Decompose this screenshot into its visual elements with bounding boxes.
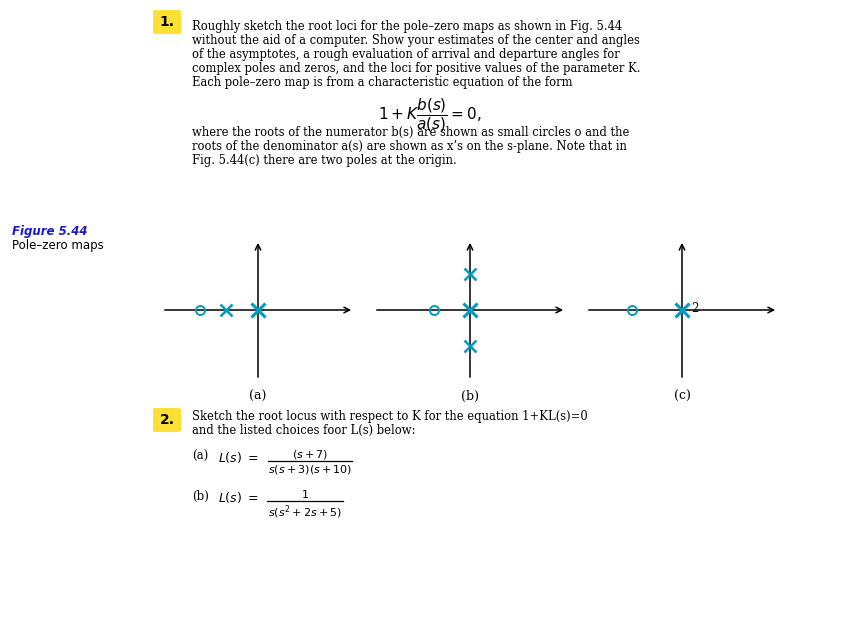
Text: $s(s+3)(s+10)$: $s(s+3)(s+10)$ [268, 463, 352, 476]
Text: $L(s)\;=$: $L(s)\;=$ [218, 490, 259, 505]
Text: of the asymptotes, a rough evaluation of arrival and departure angles for: of the asymptotes, a rough evaluation of… [192, 48, 619, 61]
Text: $L(s)\;=$: $L(s)\;=$ [218, 450, 259, 465]
Text: roots of the denominator a(s) are shown as x’s on the s-plane. Note that in: roots of the denominator a(s) are shown … [192, 140, 627, 153]
Text: $1$: $1$ [301, 488, 309, 500]
FancyBboxPatch shape [153, 408, 181, 432]
FancyBboxPatch shape [153, 10, 181, 34]
Text: 1.: 1. [160, 15, 174, 29]
Text: Each pole–zero map is from a characteristic equation of the form: Each pole–zero map is from a characteris… [192, 76, 572, 89]
Text: 2: 2 [691, 302, 698, 315]
Text: (b): (b) [192, 490, 209, 503]
Text: $s(s^2+2s+5)$: $s(s^2+2s+5)$ [268, 503, 342, 521]
Text: where the roots of the numerator b(s) are shown as small circles o and the: where the roots of the numerator b(s) ar… [192, 126, 630, 139]
Text: without the aid of a computer. Show your estimates of the center and angles: without the aid of a computer. Show your… [192, 34, 640, 47]
Text: (a): (a) [249, 390, 266, 403]
Text: (c): (c) [673, 390, 691, 403]
Text: $1 + K\dfrac{b(s)}{a(s)} = 0,$: $1 + K\dfrac{b(s)}{a(s)} = 0,$ [378, 96, 482, 134]
Text: Roughly sketch the root loci for the pole–zero maps as shown in Fig. 5.44: Roughly sketch the root loci for the pol… [192, 20, 622, 33]
Text: Figure 5.44: Figure 5.44 [12, 225, 88, 238]
Text: complex poles and zeros, and the loci for positive values of the parameter K.: complex poles and zeros, and the loci fo… [192, 62, 641, 75]
Text: (a): (a) [192, 450, 208, 463]
Text: Pole–zero maps: Pole–zero maps [12, 239, 104, 252]
Text: Sketch the root locus with respect to K for the equation 1+KL(s)=0: Sketch the root locus with respect to K … [192, 410, 588, 423]
Text: $(s+7)$: $(s+7)$ [292, 448, 328, 461]
Text: (b): (b) [461, 390, 479, 403]
Text: 2.: 2. [160, 413, 174, 427]
Text: and the listed choices foor L(s) below:: and the listed choices foor L(s) below: [192, 424, 416, 437]
Text: Fig. 5.44(c) there are two poles at the origin.: Fig. 5.44(c) there are two poles at the … [192, 154, 457, 167]
